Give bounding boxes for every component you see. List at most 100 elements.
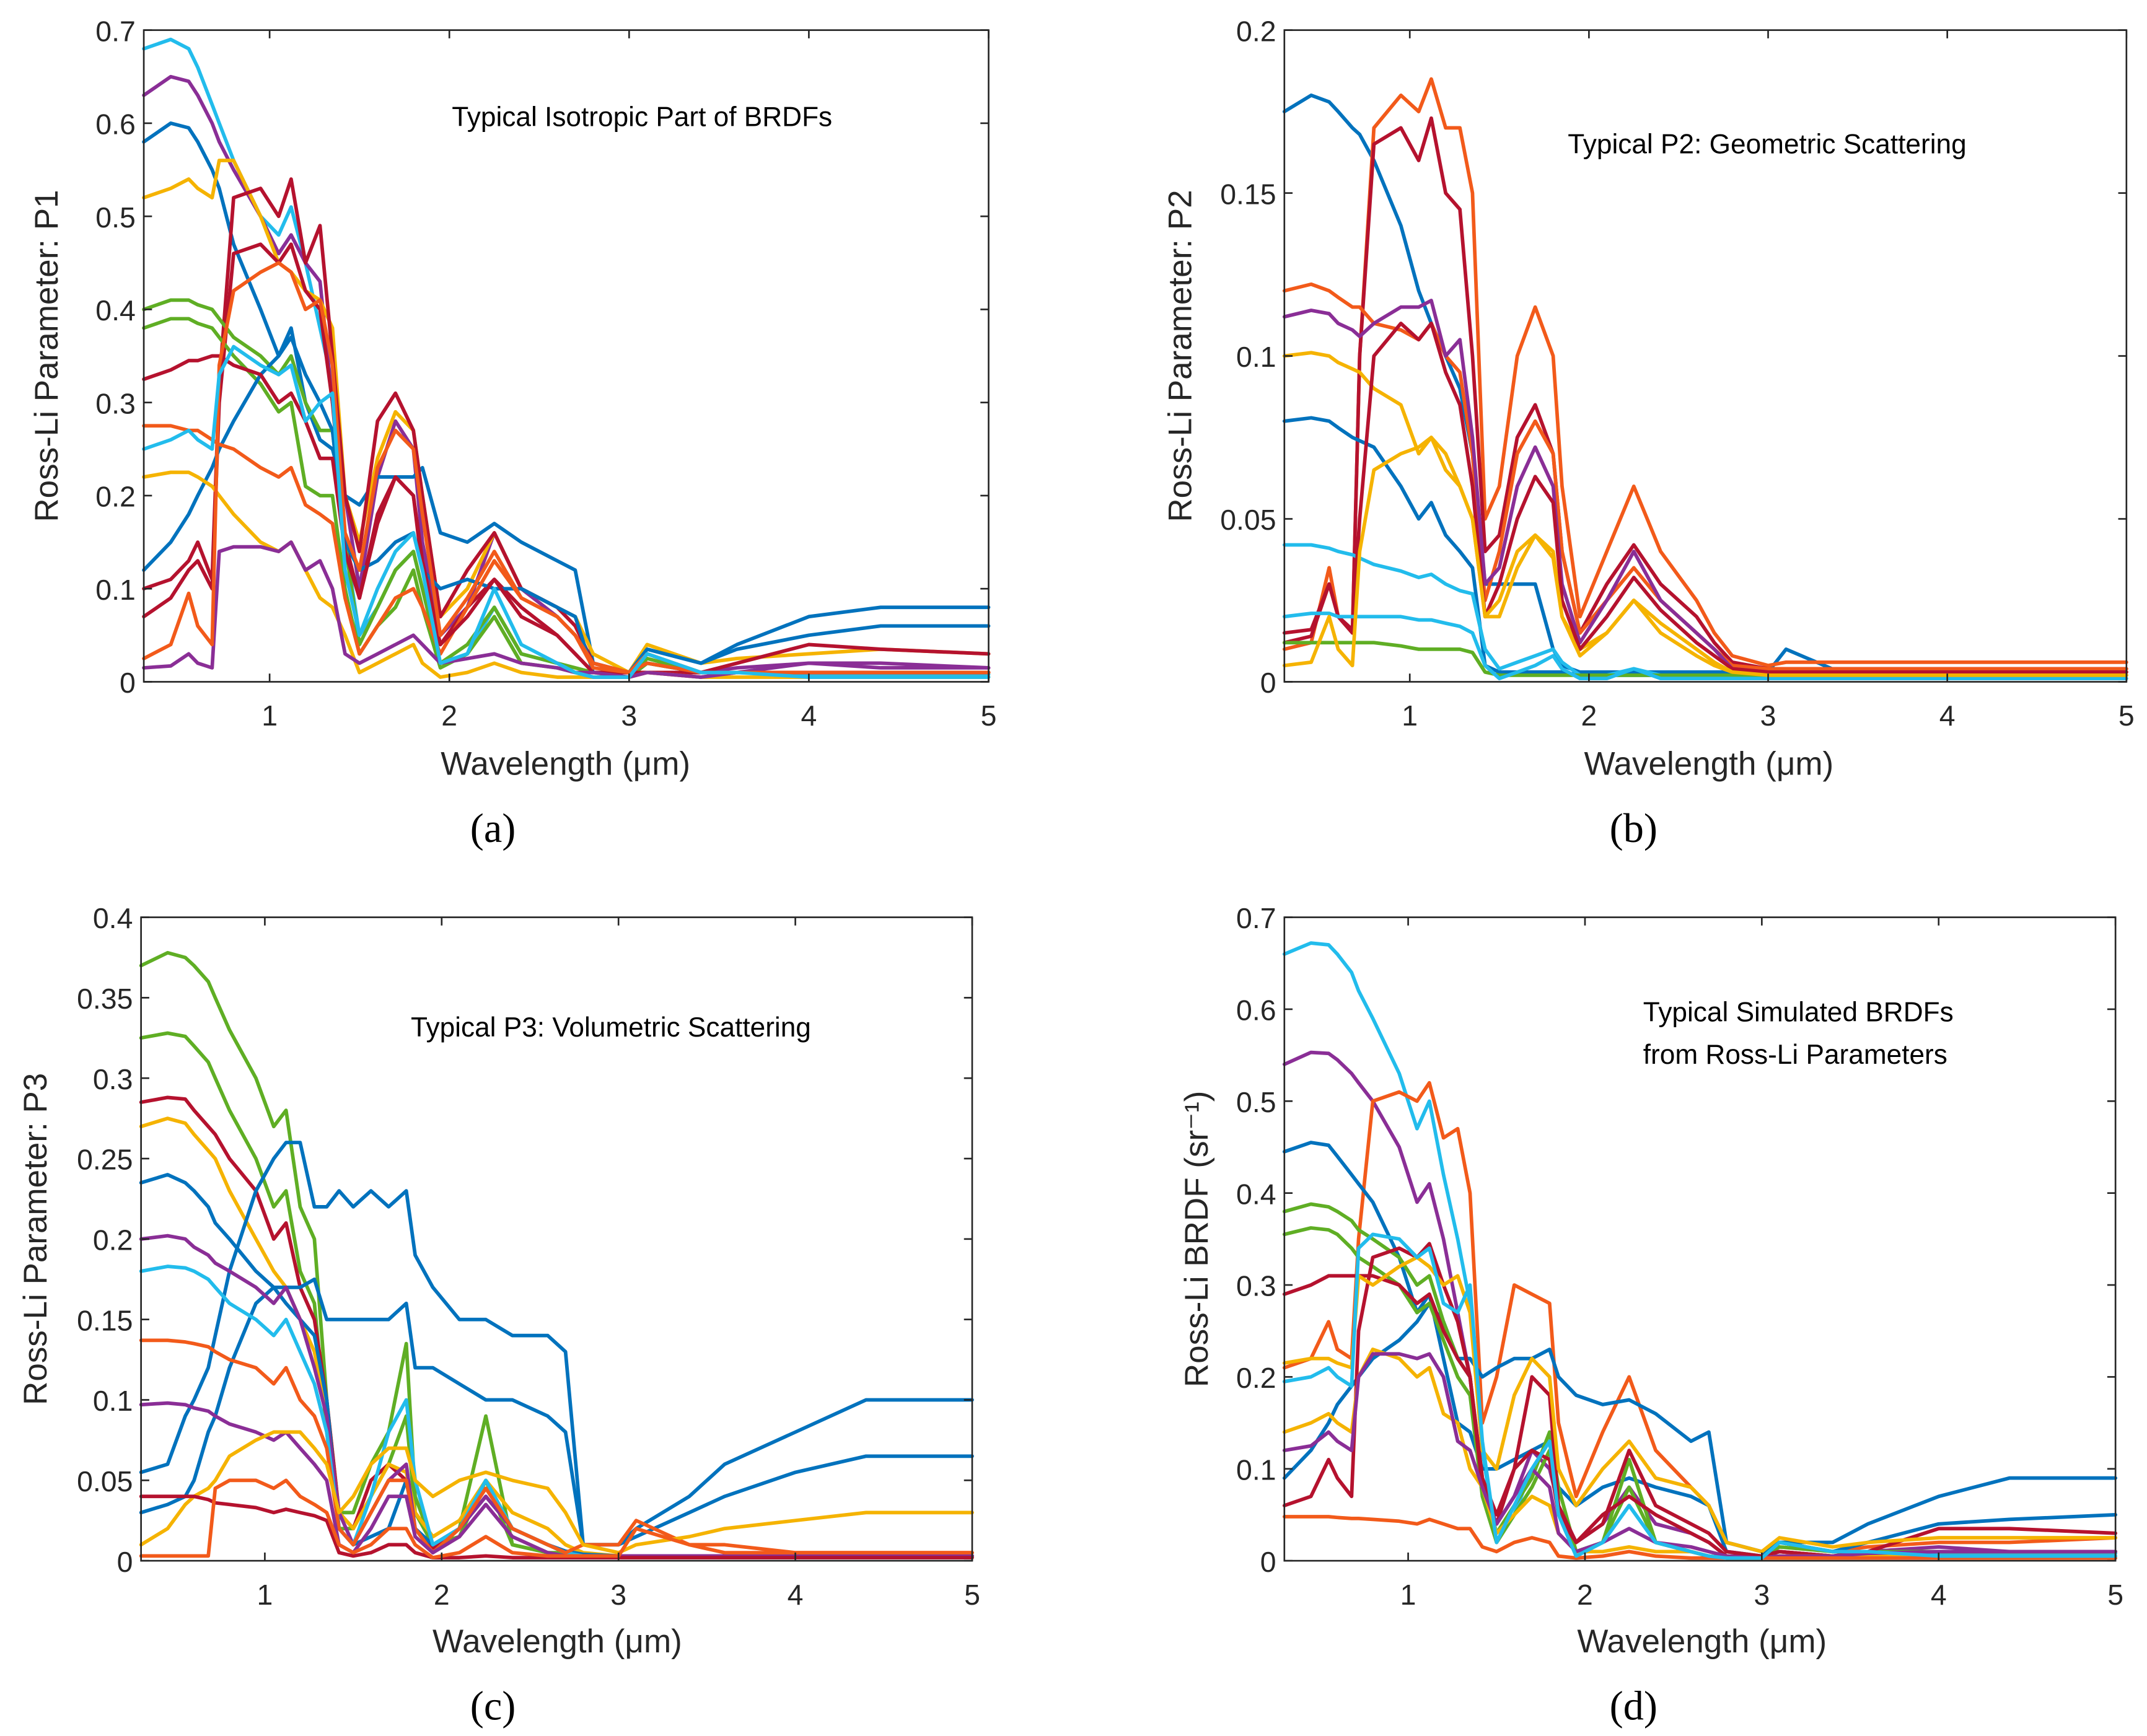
y-tick-label: 0.1: [1236, 1453, 1276, 1486]
series-line-12: [1282, 436, 2128, 677]
y-tick-label: 0.7: [1236, 902, 1276, 934]
x-tick-label: 5: [964, 1579, 980, 1611]
y-tick-label: 0.25: [77, 1144, 133, 1176]
series-line-9: [1282, 1274, 2118, 1558]
y-axis-label: Ross-Li Parameter: P1: [29, 190, 65, 522]
series-line-10: [139, 1338, 974, 1554]
chart-annotation: Typical P2: Geometric Scattering: [1568, 129, 1966, 159]
axes-box: [143, 29, 990, 683]
y-tick-label: 0.05: [1220, 504, 1276, 536]
y-tick-label: 0: [1260, 667, 1276, 699]
x-tick-label: 1: [1402, 699, 1418, 732]
y-tick-label: 0.15: [77, 1304, 133, 1336]
series-line-7: [1282, 1226, 2118, 1560]
panel-label: (c): [470, 1683, 516, 1729]
y-tick-label: 0.4: [93, 902, 133, 934]
y-tick-label: 0.1: [95, 574, 136, 606]
y-tick-label: 0.2: [1236, 15, 1276, 47]
panel-label: (a): [470, 806, 516, 851]
series-line-14: [142, 261, 991, 675]
y-axis-label: Ross-Li Parameter: P2: [1162, 190, 1199, 522]
series-line-2: [142, 74, 991, 675]
y-axis-label: Ross-Li BRDF (sr⁻¹): [1179, 1091, 1215, 1388]
y-tick-label: 0.3: [93, 1063, 133, 1095]
series-line-8: [139, 1234, 974, 1558]
y-tick-label: 0.2: [93, 1224, 133, 1256]
series-group: [1282, 941, 2118, 1560]
x-tick-label: 1: [261, 699, 278, 732]
series-group: [139, 950, 974, 1559]
y-tick-label: 0: [120, 667, 136, 699]
subplot-c: 1 2 3 4 5 0 0.05 0.1 0.15 0.2 0.25 0.3 0.35 0.4 Typica…: [17, 902, 980, 1729]
series-group: [142, 37, 991, 679]
y-tick-label: 0.1: [93, 1385, 133, 1417]
panel-label: (b): [1610, 806, 1657, 851]
y-tick-label: 0.05: [77, 1465, 133, 1497]
axes-box: [1283, 29, 2128, 683]
x-tick-label: 1: [257, 1579, 273, 1611]
subplot-b: 1 2 3 4 5 0 0.05 0.1 0.15 0.2 Typical P2: Geometri…: [1162, 15, 2135, 851]
series-line-2: [1282, 77, 2128, 668]
x-tick-label: 4: [1931, 1579, 1947, 1611]
x-tick-label: 3: [621, 699, 637, 732]
x-tick-label: 3: [1760, 699, 1776, 732]
subplot-d: 1 2 3 4 5 0 0.1 0.2 0.3 0.4 0.5 0.6 0.7 Typical Simul…: [1179, 902, 2123, 1729]
series-line-7: [139, 1277, 974, 1547]
series-line-9: [139, 1265, 974, 1558]
x-tick-label: 5: [2107, 1579, 2123, 1611]
chart-annotation: Typical P3: Volumetric Scattering: [411, 1012, 811, 1043]
series-line-7: [1282, 416, 2128, 677]
y-tick-label: 0.5: [95, 201, 136, 234]
x-tick-label: 1: [1400, 1579, 1416, 1611]
series-line-3: [1282, 116, 2128, 671]
chart-annotation: Typical Isotropic Part of BRDFs: [452, 102, 832, 132]
x-tick-label: 4: [788, 1579, 804, 1611]
series-line-7: [142, 298, 991, 679]
y-tick-label: 0: [117, 1546, 133, 1578]
series-line-6: [1282, 351, 2128, 674]
subplot-a: 1 2 3 4 5 0 0.1 0.2 0.3 0.4 0.5 0.6 0.7 Typical Isotr…: [29, 15, 997, 851]
panel-label: (d): [1610, 1683, 1657, 1729]
y-tick-label: 0.4: [95, 294, 136, 327]
x-axis-label: Wavelength (μm): [1577, 1623, 1827, 1660]
y-tick-label: 0.35: [77, 983, 133, 1015]
x-tick-label: 2: [1581, 699, 1597, 732]
y-tick-label: 0.2: [95, 481, 136, 513]
series-line-1: [1282, 93, 2128, 674]
series-line-4: [1282, 282, 2128, 671]
series-line-14: [139, 1478, 974, 1559]
series-line-5: [1282, 1301, 2118, 1554]
series-group: [1282, 77, 2128, 681]
series-line-13: [142, 540, 991, 679]
y-tick-label: 0.15: [1220, 178, 1276, 210]
x-tick-label: 2: [1577, 1579, 1593, 1611]
y-axis-label: Ross-Li Parameter: P3: [17, 1073, 54, 1405]
y-tick-label: 0.7: [95, 15, 136, 47]
series-line-9: [1282, 322, 2128, 674]
y-tick-label: 0.1: [1236, 341, 1276, 373]
x-tick-label: 5: [2118, 699, 2135, 732]
x-tick-label: 2: [434, 1579, 450, 1611]
x-axis-label: Wavelength (μm): [1584, 746, 1833, 783]
x-tick-label: 3: [610, 1579, 626, 1611]
x-tick-label: 3: [1754, 1579, 1770, 1611]
y-tick-label: 0.3: [95, 387, 136, 419]
series-line-10: [1282, 1255, 2118, 1554]
series-line-13: [1282, 1515, 2118, 1560]
series-line-14: [1282, 1232, 2118, 1560]
y-tick-label: 0.4: [1236, 1178, 1276, 1210]
x-axis-label: Wavelength (μm): [432, 1623, 682, 1660]
y-tick-label: 0.6: [1236, 994, 1276, 1027]
y-tick-label: 0.2: [1236, 1362, 1276, 1394]
y-tick-label: 0: [1260, 1546, 1276, 1578]
series-line-6: [1282, 1202, 2118, 1560]
y-tick-label: 0.6: [95, 108, 136, 141]
chart-annotation: Typical Simulated BRDFs: [1643, 997, 1954, 1027]
x-tick-label: 4: [801, 699, 817, 732]
x-axis-label: Wavelength (μm): [441, 746, 690, 783]
series-line-8: [142, 317, 991, 679]
y-tick-label: 0.3: [1236, 1270, 1276, 1302]
series-line-11: [1282, 612, 2128, 681]
series-line-12: [139, 1430, 974, 1554]
